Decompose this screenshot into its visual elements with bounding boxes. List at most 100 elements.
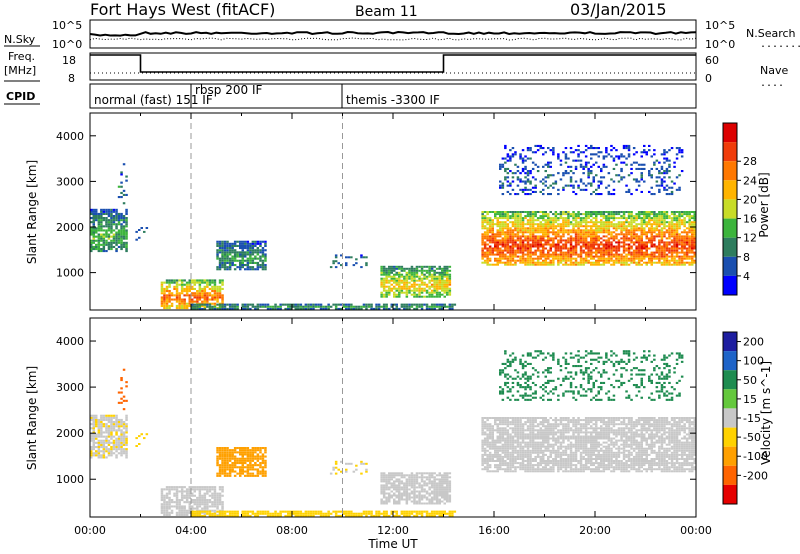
power-echo-cell bbox=[584, 233, 588, 236]
power-echo-cell bbox=[562, 188, 565, 191]
power-echo-cell bbox=[496, 213, 499, 216]
power-echo-cell bbox=[567, 229, 570, 232]
power-echo-cell bbox=[443, 275, 446, 278]
power-echo-cell bbox=[559, 255, 563, 258]
velocity-echo-cell bbox=[120, 435, 123, 438]
power-echo-cell bbox=[640, 263, 643, 266]
power-echo-cell bbox=[590, 144, 593, 147]
power-echo-cell bbox=[630, 261, 633, 264]
velocity-echo-cell bbox=[233, 462, 237, 465]
power-echo-cell bbox=[115, 217, 118, 220]
velocity-echo-cell bbox=[102, 443, 106, 446]
power-echo-cell bbox=[663, 180, 666, 183]
power-echo-cell bbox=[254, 255, 257, 258]
power-echo-cell bbox=[567, 255, 570, 258]
power-echo-cell bbox=[615, 223, 618, 226]
velocity-echo-cell bbox=[203, 494, 207, 497]
power-echo-cell bbox=[92, 225, 95, 228]
power-echo-cell bbox=[233, 240, 237, 243]
power-echo-cell bbox=[249, 268, 252, 271]
power-echo-cell bbox=[584, 241, 588, 244]
power-echo-cell bbox=[592, 223, 595, 226]
velocity-echo-cell bbox=[259, 455, 262, 458]
power-echo-cell bbox=[620, 241, 623, 244]
power-echo-cell bbox=[653, 261, 656, 264]
power-echo-cell bbox=[653, 245, 656, 248]
power-echo-cell bbox=[110, 221, 113, 224]
power-echo-cell bbox=[117, 237, 121, 240]
power-echo-cell bbox=[168, 283, 171, 286]
power-echo-cell bbox=[675, 243, 679, 246]
velocity-echo-cell bbox=[218, 486, 222, 489]
power-echo-cell bbox=[615, 241, 618, 244]
velocity-echo-cell bbox=[188, 511, 191, 514]
power-echo-cell bbox=[554, 225, 558, 228]
velocity-echo-cell bbox=[173, 505, 176, 508]
power-echo-cell bbox=[678, 151, 681, 154]
power-echo-cell bbox=[102, 239, 106, 242]
power-echo-cell bbox=[221, 251, 224, 254]
power-echo-cell bbox=[438, 273, 441, 276]
velocity-echo-cell bbox=[393, 510, 396, 513]
power-echo-cell bbox=[562, 186, 565, 189]
power-echo-cell bbox=[607, 193, 611, 196]
power-echo-cell bbox=[670, 223, 674, 226]
power-echo-cell bbox=[665, 245, 669, 248]
power-echo-cell bbox=[105, 217, 108, 220]
power-echo-cell bbox=[627, 231, 631, 234]
power-echo-cell bbox=[382, 273, 386, 276]
power-echo-cell bbox=[249, 257, 252, 260]
power-echo-cell bbox=[483, 231, 487, 234]
power-echo-cell bbox=[529, 251, 532, 254]
power-echo-cell bbox=[486, 219, 489, 222]
velocity-echo-cell bbox=[367, 510, 371, 513]
power-echo-cell bbox=[678, 227, 681, 230]
power-echo-cell bbox=[519, 157, 522, 160]
power-echo-cell bbox=[261, 240, 265, 243]
power-echo-cell bbox=[486, 223, 489, 226]
velocity-echo-cell bbox=[360, 514, 363, 517]
power-echo-cell bbox=[600, 237, 603, 240]
velocity-echo-cell bbox=[125, 431, 128, 434]
power-echo-cell bbox=[622, 251, 626, 254]
power-echo-cell bbox=[620, 221, 623, 224]
velocity-echo-cell bbox=[239, 459, 242, 462]
velocity-echo-cell bbox=[102, 450, 106, 453]
power-echo-cell bbox=[514, 217, 517, 220]
velocity-echo-cell bbox=[92, 454, 95, 457]
power-echo-cell bbox=[486, 231, 489, 234]
velocity-echo-cell bbox=[334, 510, 338, 513]
velocity-echo-cell bbox=[203, 514, 207, 517]
power-echo-cell bbox=[590, 225, 593, 228]
velocity-echo-cell bbox=[327, 512, 330, 515]
velocity-echo-cell bbox=[405, 494, 409, 497]
power-echo-cell bbox=[620, 263, 623, 266]
power-echo-cell bbox=[640, 221, 643, 224]
power-echo-cell bbox=[590, 219, 593, 222]
power-echo-cell bbox=[637, 249, 641, 252]
power-echo-cell bbox=[678, 217, 681, 220]
velocity-echo-cell bbox=[345, 512, 348, 515]
power-echo-cell bbox=[680, 223, 684, 226]
power-echo-cell bbox=[569, 213, 573, 216]
velocity-echo-cell bbox=[304, 514, 308, 517]
velocity-echo-cell bbox=[107, 454, 111, 457]
power-echo-cell bbox=[441, 267, 444, 270]
power-echo-cell bbox=[163, 290, 166, 293]
power-echo-cell bbox=[691, 215, 694, 218]
power-echo-cell bbox=[494, 245, 497, 248]
power-echo-cell bbox=[100, 210, 103, 213]
power-echo-cell bbox=[622, 263, 626, 266]
power-echo-cell bbox=[600, 170, 603, 173]
power-echo-cell bbox=[509, 170, 512, 173]
power-echo-cell bbox=[521, 180, 525, 183]
power-echo-cell bbox=[110, 225, 113, 228]
velocity-echo-cell bbox=[120, 448, 123, 451]
velocity-echo-cell bbox=[122, 427, 126, 430]
velocity-echo-cell bbox=[226, 453, 229, 456]
velocity-echo-cell bbox=[198, 492, 202, 495]
power-echo-cell bbox=[559, 223, 563, 226]
power-echo-cell bbox=[615, 229, 618, 232]
velocity-echo-cell bbox=[334, 514, 338, 517]
power-echo-cell bbox=[430, 305, 434, 308]
